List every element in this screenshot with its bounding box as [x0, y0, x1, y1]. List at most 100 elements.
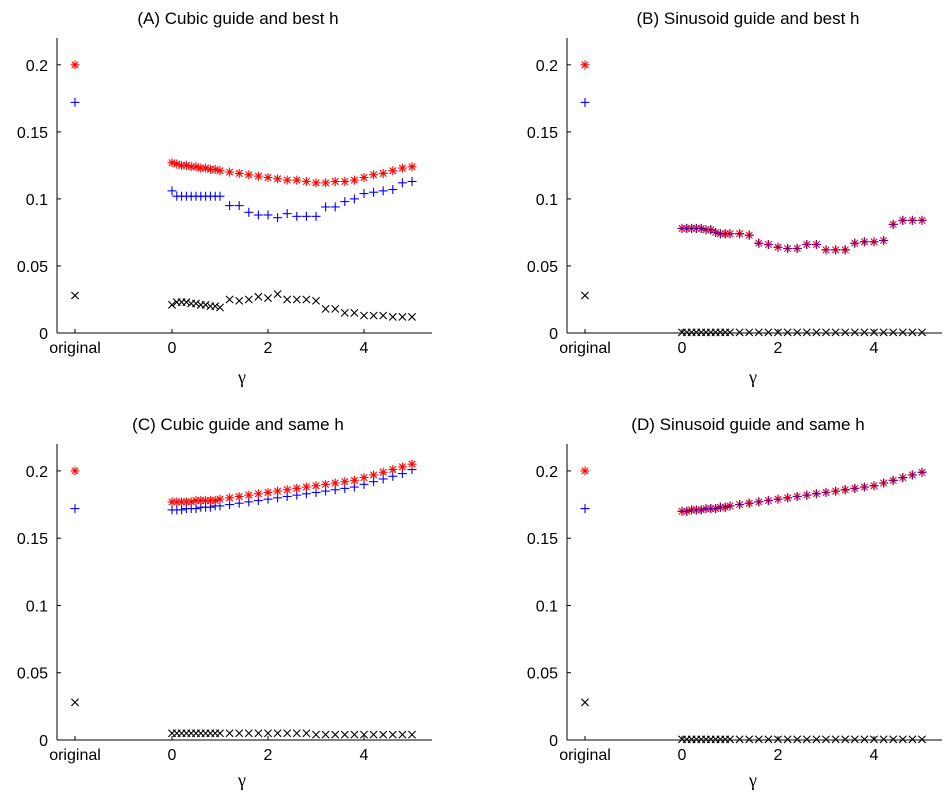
- data-point-plus-overlay: [831, 486, 841, 496]
- data-point-x: [273, 290, 282, 299]
- data-point-plus-overlay: [850, 483, 860, 493]
- data-point-plus-overlay: [888, 219, 898, 229]
- x-tick-label-original: original: [49, 340, 101, 357]
- panel-c: (C) Cubic guide and same h γ 0 0.05 0.1 0.1…: [17, 415, 432, 790]
- x-tick-label: 2: [774, 747, 783, 764]
- data-point-x: [264, 729, 272, 738]
- data-point-star: [253, 489, 263, 499]
- data-point-plus-overlay: [898, 215, 908, 225]
- original-marker-blue-plus: [580, 97, 590, 107]
- data-point-star: [301, 176, 311, 186]
- original-marker-red-star: [70, 60, 80, 70]
- data-point-x: [774, 735, 782, 744]
- data-point-star: [292, 175, 302, 185]
- data-point-plus-overlay: [754, 497, 764, 507]
- data-point-star: [201, 163, 211, 173]
- x-axis-label: γ: [237, 367, 246, 387]
- data-point-star: [210, 496, 220, 506]
- data-point-x: [264, 294, 272, 303]
- panel-title: (D) Sinusoid guide and same h: [631, 415, 864, 434]
- data-point-star: [263, 487, 273, 497]
- data-point-x: [388, 312, 397, 321]
- data-point-x: [754, 328, 763, 337]
- data-point-plus: [369, 187, 379, 197]
- data-point-plus: [321, 202, 331, 212]
- original-marker-blue-plus: [70, 97, 80, 107]
- data-point-plus: [244, 207, 254, 217]
- data-point-x: [283, 295, 292, 304]
- data-point-x: [350, 730, 359, 739]
- data-point-star: [397, 163, 407, 173]
- data-point-x: [350, 308, 359, 317]
- data-point-plus-overlay: [917, 467, 927, 477]
- data-point-plus-overlay: [802, 240, 812, 249]
- data-point-plus: [263, 210, 273, 220]
- y-tick-label: 0.15: [17, 531, 48, 548]
- y-tick-label: 0.1: [26, 192, 48, 209]
- data-point-x: [918, 735, 926, 744]
- data-point-x: [235, 296, 244, 305]
- y-tick-label: 0.05: [17, 666, 48, 683]
- data-point-plus-overlay: [711, 227, 721, 237]
- data-point-star: [359, 172, 369, 182]
- x-tick-label: 4: [870, 340, 879, 357]
- data-point-x: [870, 735, 878, 744]
- axes: 0 0.05 0.1 0.15 0.2 0 2 4 original: [527, 38, 942, 357]
- data-point-x: [726, 328, 734, 337]
- data-point-x: [841, 328, 850, 337]
- y-tick-label: 0.05: [527, 666, 558, 683]
- data-point-x: [408, 312, 416, 321]
- data-point-plus-overlay: [907, 470, 917, 480]
- data-point-x: [898, 735, 907, 744]
- x-axis-label: γ: [748, 367, 757, 387]
- data-point-plus-overlay: [888, 475, 898, 485]
- data-point-plus: [301, 211, 311, 221]
- data-point-x: [918, 328, 926, 337]
- data-point-plus-overlay: [735, 500, 745, 510]
- data-point-star: [369, 470, 379, 480]
- data-point-plus: [292, 211, 302, 221]
- data-point-plus-overlay: [850, 238, 860, 248]
- data-point-x: [168, 300, 176, 309]
- original-marker-black-x: [71, 698, 79, 707]
- data-point-x: [254, 729, 263, 738]
- data-point-star: [273, 174, 283, 184]
- data-point-plus: [397, 178, 407, 188]
- data-point-star: [388, 465, 398, 475]
- data-point-plus-overlay: [859, 482, 869, 492]
- data-point-x: [331, 304, 340, 313]
- data-point-star: [378, 168, 388, 178]
- data-point-x: [908, 328, 917, 337]
- data-point-plus-overlay: [869, 481, 879, 491]
- x-axis-label: γ: [748, 770, 757, 790]
- data-point-x: [312, 296, 320, 305]
- data-point-x: [360, 730, 368, 739]
- x-tick-label-original: original: [49, 747, 101, 764]
- data-point-plus: [273, 213, 283, 223]
- y-tick-label: 0: [39, 733, 48, 750]
- data-point-plus-overlay: [821, 487, 831, 497]
- data-point-star: [292, 483, 302, 493]
- data-point-plus-overlay: [773, 494, 783, 504]
- y-tick-label: 0.2: [536, 58, 558, 75]
- data-point-plus: [177, 505, 187, 515]
- x-tick-label: 4: [870, 747, 879, 764]
- data-point-plus-overlay: [917, 215, 927, 225]
- data-point-x: [292, 729, 301, 738]
- data-point-plus-overlay: [879, 478, 889, 488]
- x-tick-label: 4: [360, 747, 369, 764]
- data-point-plus-overlay: [840, 485, 850, 495]
- data-point-star: [359, 473, 369, 483]
- data-point-x: [302, 729, 311, 738]
- data-point-plus-overlay: [821, 245, 831, 255]
- data-point-x: [225, 729, 234, 738]
- data-point-plus-overlay: [696, 223, 706, 233]
- original-marker-blue-plus: [70, 504, 80, 514]
- data-point-star: [340, 477, 350, 487]
- data-point-x: [889, 328, 898, 337]
- data-point-plus: [191, 504, 201, 514]
- data-point-plus: [388, 185, 398, 195]
- data-point-plus-overlay: [725, 501, 735, 511]
- data-point-x: [793, 328, 802, 337]
- y-tick-label: 0.1: [26, 598, 48, 615]
